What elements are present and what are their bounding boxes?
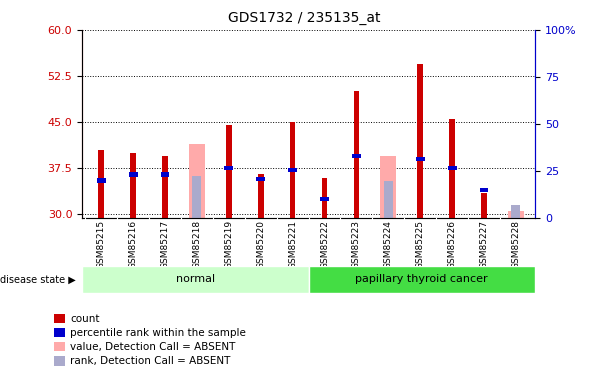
- Bar: [447, 166, 457, 171]
- Bar: [480, 188, 488, 192]
- Bar: [189, 144, 205, 218]
- Text: normal: normal: [176, 274, 215, 284]
- Bar: [258, 174, 264, 217]
- Text: GSM85215: GSM85215: [97, 220, 106, 269]
- Text: GSM85225: GSM85225: [416, 220, 425, 269]
- Text: disease state ▶: disease state ▶: [0, 274, 76, 284]
- Text: papillary thyroid cancer: papillary thyroid cancer: [356, 274, 488, 284]
- Bar: [417, 64, 423, 217]
- Bar: [54, 356, 65, 366]
- Text: GSM85227: GSM85227: [480, 220, 488, 269]
- Bar: [322, 177, 327, 218]
- Text: rank, Detection Call = ABSENT: rank, Detection Call = ABSENT: [71, 356, 230, 366]
- Bar: [54, 328, 65, 338]
- Text: GSM85221: GSM85221: [288, 220, 297, 269]
- Bar: [481, 193, 487, 217]
- Bar: [290, 122, 295, 218]
- Text: GSM85220: GSM85220: [256, 220, 265, 269]
- Text: GSM85216: GSM85216: [129, 220, 137, 269]
- Bar: [82, 266, 308, 292]
- Bar: [226, 125, 232, 218]
- Bar: [511, 205, 520, 218]
- Bar: [288, 168, 297, 172]
- Text: value, Detection Call = ABSENT: value, Detection Call = ABSENT: [71, 342, 236, 352]
- Bar: [256, 177, 265, 181]
- Bar: [416, 157, 424, 161]
- Bar: [352, 154, 361, 158]
- Bar: [353, 92, 359, 218]
- Bar: [162, 156, 168, 218]
- Text: GSM85226: GSM85226: [447, 220, 457, 269]
- Bar: [449, 119, 455, 218]
- Bar: [308, 266, 535, 292]
- Text: GSM85228: GSM85228: [511, 220, 520, 269]
- Bar: [54, 314, 65, 323]
- Bar: [384, 181, 393, 218]
- Text: GSM85224: GSM85224: [384, 220, 393, 269]
- Text: GSM85219: GSM85219: [224, 220, 233, 269]
- Bar: [54, 342, 65, 351]
- Bar: [97, 178, 106, 183]
- Text: GSM85222: GSM85222: [320, 220, 329, 269]
- Text: GSM85218: GSM85218: [192, 220, 201, 269]
- Text: count: count: [71, 314, 100, 324]
- Text: GDS1732 / 235135_at: GDS1732 / 235135_at: [228, 11, 380, 25]
- Bar: [193, 176, 201, 218]
- Bar: [129, 172, 137, 177]
- Bar: [161, 172, 170, 177]
- Bar: [381, 156, 396, 218]
- Text: GSM85223: GSM85223: [352, 220, 361, 269]
- Bar: [320, 197, 329, 201]
- Bar: [98, 150, 104, 217]
- Bar: [508, 211, 524, 217]
- Text: GSM85217: GSM85217: [161, 220, 170, 269]
- Bar: [130, 153, 136, 218]
- Text: percentile rank within the sample: percentile rank within the sample: [71, 328, 246, 338]
- Bar: [224, 166, 233, 171]
